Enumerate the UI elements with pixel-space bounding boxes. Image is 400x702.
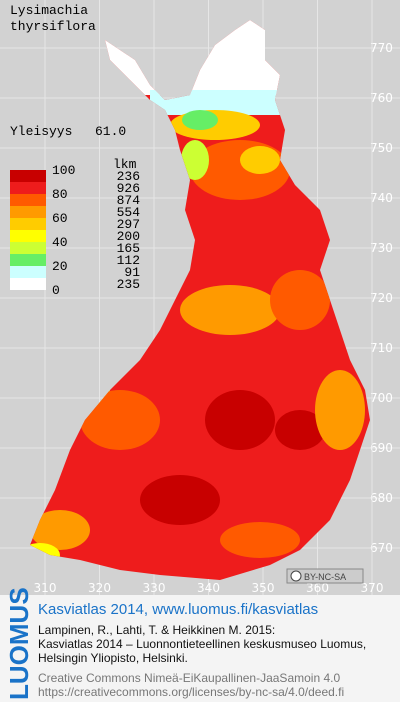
- x-tick-label: 360: [306, 581, 329, 595]
- citation-line: Lampinen, R., Lahti, T. & Heikkinen M. 2…: [38, 623, 275, 637]
- species-name: Lysimachia: [10, 3, 88, 18]
- license-badge: BY-NC-SA: [286, 568, 364, 584]
- y-tick-label: 700: [370, 391, 393, 405]
- footer-heading: Kasviatlas 2014, www.luomus.fi/kasviatla…: [38, 601, 318, 618]
- legend-count: 297: [117, 217, 140, 232]
- legend-scale-label: 100: [52, 163, 75, 178]
- y-tick-label: 770: [370, 41, 393, 55]
- x-tick-label: 370: [361, 581, 384, 595]
- footer: Lampinen, R., Lahti, T. & Heikkinen M. 2…: [38, 623, 366, 699]
- x-tick-label: 350: [252, 581, 275, 595]
- legend-swatch: [10, 170, 46, 182]
- legend-count: 874: [117, 193, 141, 208]
- y-tick-label: 760: [370, 91, 393, 105]
- footer-background: [0, 595, 400, 702]
- legend-count: 236: [117, 169, 140, 184]
- legend-swatch: [10, 230, 46, 242]
- citation-line: Helsingin Yliopisto, Helsinki.: [38, 651, 188, 665]
- legend-count: 112: [117, 253, 140, 268]
- legend-swatch: [10, 206, 46, 218]
- legend-swatch: [10, 266, 46, 278]
- legend-count: 926: [117, 181, 140, 196]
- legend-swatch: [10, 218, 46, 230]
- y-tick-label: 730: [370, 241, 393, 255]
- y-tick-label: 680: [370, 491, 393, 505]
- legend-scale-label: 40: [52, 235, 68, 250]
- logo: LUOMUS: [4, 587, 34, 700]
- legend-scale-label: 60: [52, 211, 68, 226]
- legend-scale-label: 0: [52, 283, 60, 298]
- license-line: Creative Commons Nimeä-EiKaupallinen-Jaa…: [38, 671, 340, 685]
- legend-swatch: [10, 194, 46, 206]
- frequency-value: 61.0: [95, 124, 126, 139]
- legend-count: 91: [124, 265, 140, 280]
- legend-swatch: [10, 278, 46, 290]
- x-tick-label: 320: [88, 581, 111, 595]
- y-tick-label: 690: [370, 441, 393, 455]
- legend-count: 165: [117, 241, 140, 256]
- y-tick-label: 720: [370, 291, 393, 305]
- legend-scale-label: 80: [52, 187, 68, 202]
- y-tick-label: 710: [370, 341, 393, 355]
- x-tick-label: 330: [143, 581, 166, 595]
- legend-scale-label: 20: [52, 259, 68, 274]
- x-tick-label: 340: [197, 581, 220, 595]
- y-tick-label: 750: [370, 141, 393, 155]
- citation-line: Kasviatlas 2014 – Luonnontieteellinen ke…: [38, 637, 366, 651]
- license-line: https://creativecommons.org/licenses/by-…: [38, 685, 344, 699]
- legend-swatch: [10, 242, 46, 254]
- x-tick-label: 310: [34, 581, 57, 595]
- legend-count: 200: [117, 229, 140, 244]
- y-tick-label: 670: [370, 541, 393, 555]
- legend-count: 235: [117, 277, 140, 292]
- y-tick-label: 740: [370, 191, 393, 205]
- legend: 2369268745542972001651129123510080604020…: [10, 163, 140, 298]
- legend-count: 554: [117, 205, 141, 220]
- species-name: thyrsiflora: [10, 19, 96, 34]
- frequency-label: Yleisyys: [10, 124, 72, 139]
- legend-swatch: [10, 254, 46, 266]
- legend-swatch: [10, 182, 46, 194]
- count-header: lkm: [113, 157, 137, 172]
- license-text: BY-NC-SA: [304, 572, 346, 582]
